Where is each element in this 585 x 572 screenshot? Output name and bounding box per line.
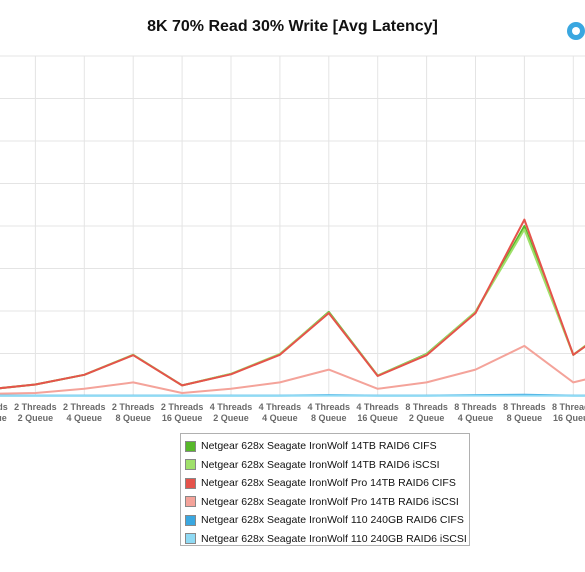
legend-swatch xyxy=(185,459,196,471)
x-tick-label: 2 Threads 8 Queue xyxy=(112,402,155,423)
legend-item-5[interactable]: Netgear 628x Seagate IronWolf 110 240GB … xyxy=(185,511,469,530)
x-tick-label: 8 Threads 8 Queue xyxy=(503,402,546,423)
x-tick-label: 2 Threads 4 Queue xyxy=(63,402,106,423)
legend-swatch xyxy=(185,440,196,452)
x-tick-label: 8 Threads 4 Queue xyxy=(454,402,497,423)
x-tick-label: 4 Threads 16 Queue xyxy=(356,402,399,423)
legend-item-2[interactable]: Netgear 628x Seagate IronWolf 14TB RAID6… xyxy=(185,456,469,475)
series-line-2[interactable] xyxy=(0,228,585,390)
x-tick-label: 4 Threads 2 Queue xyxy=(210,402,253,423)
legend-label: Netgear 628x Seagate IronWolf Pro 14TB R… xyxy=(201,495,459,508)
legend-label: Netgear 628x Seagate IronWolf 14TB RAID6… xyxy=(201,458,440,471)
legend-item-1[interactable]: Netgear 628x Seagate IronWolf 14TB RAID6… xyxy=(185,437,469,456)
legend-swatch xyxy=(185,533,196,545)
x-tick-label: 8 Threads 2 Queue xyxy=(405,402,448,423)
legend-swatch xyxy=(185,514,196,526)
legend-item-4[interactable]: Netgear 628x Seagate IronWolf Pro 14TB R… xyxy=(185,493,469,512)
series-line-3[interactable] xyxy=(0,218,585,390)
legend-item-6[interactable]: Netgear 628x Seagate IronWolf 110 240GB … xyxy=(185,530,469,549)
legend-label: Netgear 628x Seagate IronWolf Pro 14TB R… xyxy=(201,477,456,490)
legend-item-3[interactable]: Netgear 628x Seagate IronWolf Pro 14TB R… xyxy=(185,474,469,493)
legend-swatch xyxy=(185,496,196,508)
x-tick-label: 2 Threads 16 Queue xyxy=(161,402,204,423)
x-tick-label: 2 Threads 2 Queue xyxy=(14,402,57,423)
x-tick-label: 4 Threads 8 Queue xyxy=(308,402,351,423)
x-tick-label: 4 Threads 4 Queue xyxy=(259,402,302,423)
legend-label: Netgear 628x Seagate IronWolf 110 240GB … xyxy=(201,532,467,545)
legend: Netgear 628x Seagate IronWolf 14TB RAID6… xyxy=(180,433,470,546)
series-line-1[interactable] xyxy=(0,225,585,390)
series-lines xyxy=(0,218,585,397)
legend-label: Netgear 628x Seagate IronWolf 14TB RAID6… xyxy=(201,440,437,453)
chart-menu-icon[interactable] xyxy=(567,22,585,40)
legend-label: Netgear 628x Seagate IronWolf 110 240GB … xyxy=(201,514,464,527)
legend-swatch xyxy=(185,477,196,489)
chart-title: 8K 70% Read 30% Write [Avg Latency] xyxy=(147,18,438,35)
series-line-4[interactable] xyxy=(0,344,585,395)
